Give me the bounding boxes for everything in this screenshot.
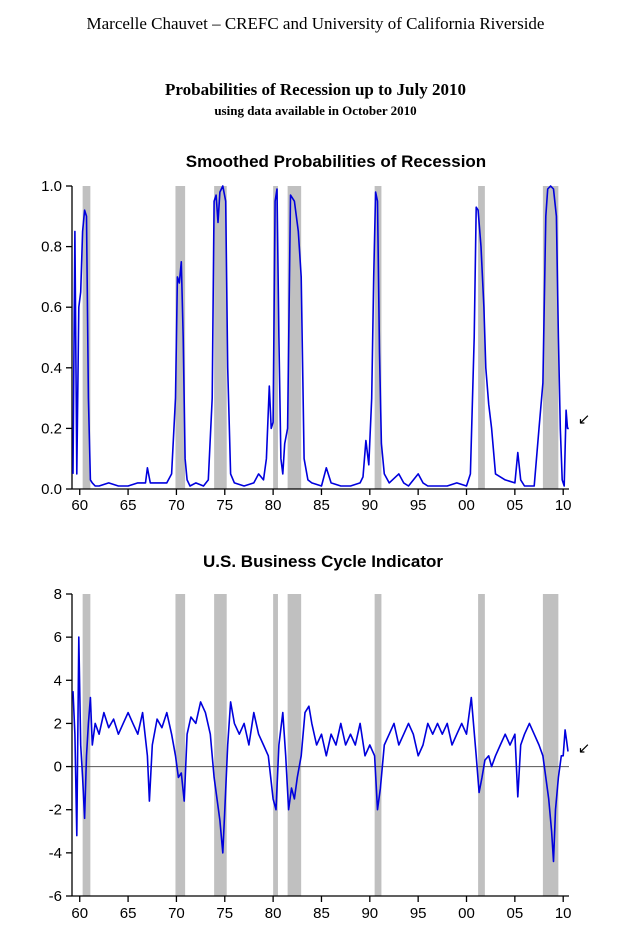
y-tick-label: -6: [49, 888, 62, 905]
y-tick-label: 2: [54, 715, 62, 732]
x-tick-label: 65: [120, 497, 137, 514]
recession-band-4: [273, 594, 278, 896]
y-tick-label: -2: [49, 802, 62, 819]
chart1-title: Smoothed Probabilities of Recession: [186, 152, 486, 171]
y-tick-label: -4: [49, 845, 62, 862]
author-affiliation: Marcelle Chauvet – CREFC and University …: [86, 14, 545, 33]
recession-band-3: [214, 594, 227, 896]
x-tick-label: 90: [361, 905, 378, 922]
x-tick-label: 10: [555, 497, 572, 514]
chart1-plot: 0.0 0.2 0.4 0.6 0.8 1.0 60 65 70 75 80 85 90 95 00 05 10…: [41, 178, 590, 514]
recession-band-7: [478, 594, 485, 896]
x-tick-label: 95: [410, 497, 427, 514]
recession-band-8: [542, 594, 559, 896]
recession-band-4: [273, 186, 278, 489]
x-tick-label: 05: [507, 905, 524, 922]
x-tick-label: 60: [71, 497, 88, 514]
x-tick-label: 10: [555, 905, 572, 922]
x-tick-label: 75: [216, 905, 233, 922]
figure-title: Probabilities of Recession up to July 20…: [165, 80, 466, 99]
y-tick-label: 0: [54, 759, 62, 776]
x-tick-label: 85: [313, 905, 330, 922]
x-tick-label: 00: [458, 497, 475, 514]
series-line-1: [72, 636, 569, 863]
x-tick-label: 80: [265, 497, 282, 514]
chart2-plot: -6 -4 -2 0 2 4 6 8 60 65 70 75 80 85 90 95 00 05 10 ↙: [49, 586, 591, 922]
y-tick-label: 0.4: [41, 360, 62, 377]
y-tick-label: 6: [54, 629, 62, 646]
recession-band-3: [214, 186, 227, 489]
x-tick-label: 75: [216, 497, 233, 514]
x-tick-label: 00: [458, 905, 475, 922]
recession-band-6: [374, 186, 382, 489]
recession-band-1: [82, 186, 91, 489]
x-tick-label: 60: [71, 905, 88, 922]
y-tick-label: 0.6: [41, 299, 62, 316]
series-line-1: [72, 185, 569, 487]
y-tick-label: 0.2: [41, 420, 62, 437]
x-tick-label: 90: [361, 497, 378, 514]
x-tick-label: 70: [168, 905, 185, 922]
x-tick-label: 95: [410, 905, 427, 922]
latest-value-arrow: ↙: [578, 740, 591, 757]
recession-band-8: [542, 186, 559, 489]
x-tick-label: 05: [507, 497, 524, 514]
recession-band-5: [287, 186, 302, 489]
y-tick-label: 0.8: [41, 239, 62, 256]
recession-band-5: [287, 594, 302, 896]
recession-band-2: [175, 594, 186, 896]
recession-band-2: [175, 186, 186, 489]
x-tick-label: 70: [168, 497, 185, 514]
recession-band-6: [374, 594, 382, 896]
y-tick-label: 0.0: [41, 481, 62, 498]
chart2-title: U.S. Business Cycle Indicator: [203, 552, 443, 571]
recession-band-7: [478, 186, 485, 489]
figure-subtitle: using data available in October 2010: [214, 103, 417, 118]
y-tick-label: 4: [54, 672, 62, 689]
y-tick-label: 1.0: [41, 178, 62, 195]
x-tick-label: 85: [313, 497, 330, 514]
x-tick-label: 65: [120, 905, 137, 922]
latest-value-arrow: ↙: [578, 411, 591, 428]
x-tick-label: 80: [265, 905, 282, 922]
y-tick-label: 8: [54, 586, 62, 603]
